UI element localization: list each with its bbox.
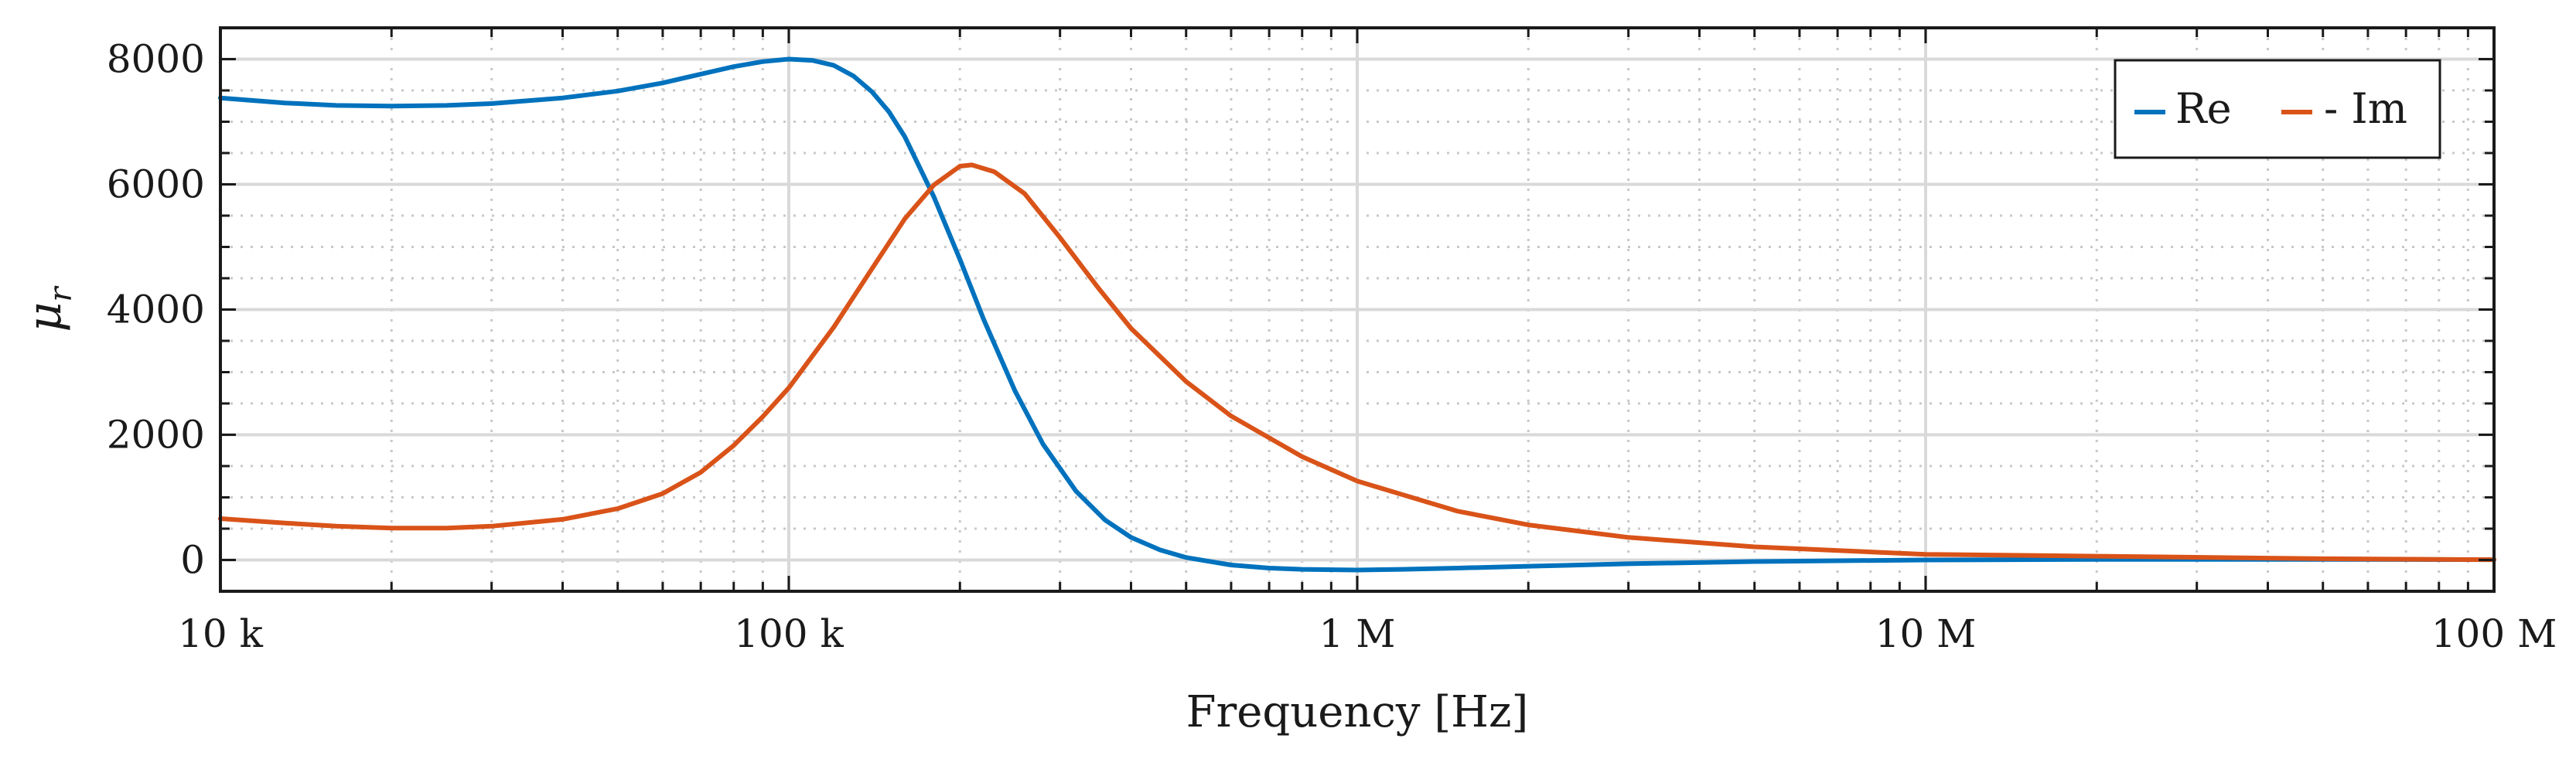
y-tick-label: 0 (180, 538, 205, 583)
legend: Re - Im (2114, 59, 2441, 159)
x-tick-label: 1 M (1319, 611, 1396, 656)
series-layer (218, 56, 2496, 573)
x-tick-label: 100 M (2431, 611, 2557, 656)
y-tick-label: 8000 (107, 37, 205, 82)
tick-labels: 10 k 100 k 1 M 10 M 100 M 0 2000 4000 6000 8000 (107, 37, 2557, 657)
y-axis-label-symbol: μ (18, 302, 72, 332)
x-axis-label: Frequency [Hz] (1186, 687, 1529, 737)
series-line-re (218, 56, 2496, 573)
x-tick-label: 10 k (178, 611, 264, 656)
x-tick-label: 10 M (1875, 611, 1977, 656)
legend-label-im: - Im (2324, 84, 2407, 133)
y-axis-label: μr (18, 285, 79, 332)
series-line-im (218, 162, 2496, 563)
x-tick-label: 100 k (734, 611, 844, 656)
legend-label-re: Re (2175, 84, 2232, 133)
y-axis-label-subscript: r (43, 285, 79, 302)
legend-box (2114, 59, 2441, 159)
y-tick-label: 6000 (107, 162, 205, 207)
axis-ticks (219, 26, 2496, 593)
y-tick-label: 2000 (107, 413, 205, 458)
y-tick-label: 4000 (107, 288, 205, 332)
